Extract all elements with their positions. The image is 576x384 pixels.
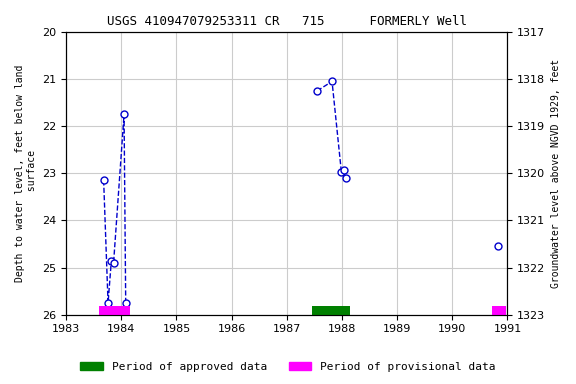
Legend: Period of approved data, Period of provisional data: Period of approved data, Period of provi… bbox=[76, 358, 500, 377]
Y-axis label: Groundwater level above NGVD 1929, feet: Groundwater level above NGVD 1929, feet bbox=[551, 59, 561, 288]
Title: USGS 410947079253311 CR   715      FORMERLY Well: USGS 410947079253311 CR 715 FORMERLY Wel… bbox=[107, 15, 467, 28]
Y-axis label: Depth to water level, feet below land
 surface: Depth to water level, feet below land su… bbox=[15, 65, 37, 282]
